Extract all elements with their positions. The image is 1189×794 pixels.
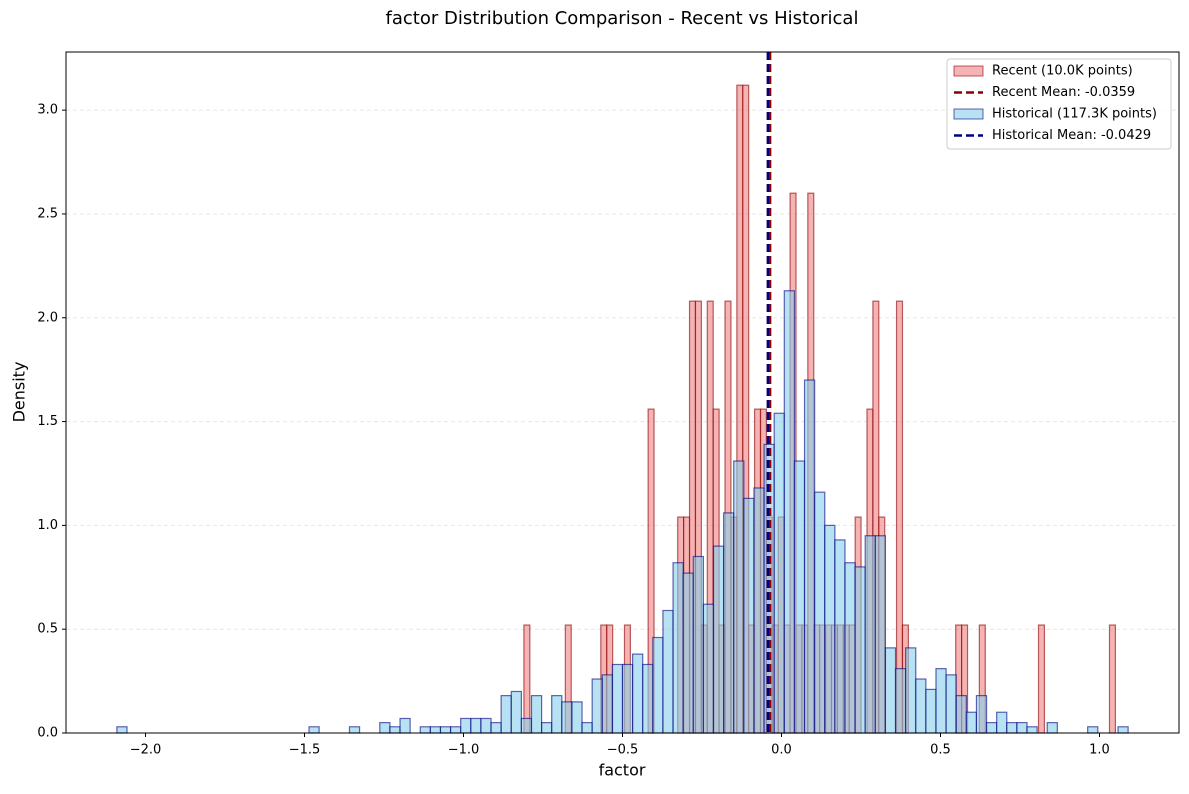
histogram-bar	[561, 701, 573, 734]
histogram-bar	[116, 726, 128, 734]
x-tick-label: 0.0	[771, 743, 792, 758]
histogram-bar	[884, 647, 897, 734]
histogram-bar	[975, 695, 988, 734]
histogram-bar	[905, 647, 917, 734]
histogram-bar	[642, 663, 654, 734]
histogram-bar	[692, 555, 704, 734]
histogram-bar	[662, 609, 674, 734]
histogram-bar	[803, 379, 816, 734]
legend-label: Recent Mean: -0.0359	[992, 85, 1135, 100]
histogram-bar	[712, 545, 725, 734]
histogram-bar	[621, 663, 634, 734]
histogram-bar	[935, 668, 947, 734]
legend-swatch	[953, 108, 984, 120]
histogram-bar	[571, 701, 583, 734]
histogram-bar	[814, 491, 826, 734]
histogram-bar	[470, 717, 482, 734]
histogram-bar	[611, 663, 624, 734]
histogram-bar	[1108, 624, 1117, 734]
histogram-bar	[682, 572, 694, 734]
x-tick-label: 1.0	[1089, 743, 1110, 758]
x-axis-label: factor	[599, 761, 646, 780]
histogram-bar	[520, 717, 533, 734]
histogram-bar	[844, 562, 856, 734]
histogram-bar	[1087, 726, 1099, 734]
histogram-bar	[965, 711, 978, 734]
histogram-bar	[1037, 624, 1046, 734]
histogram-bar	[783, 290, 796, 734]
legend-label: Recent (10.0K points)	[992, 64, 1133, 79]
y-tick-label: 2.0	[37, 310, 58, 325]
histogram-bar	[541, 722, 553, 734]
y-tick-label: 2.5	[37, 206, 58, 221]
legend-swatch	[953, 65, 984, 77]
histogram-bar	[581, 722, 593, 734]
histogram-bar	[753, 487, 765, 734]
legend-box	[946, 58, 1172, 150]
x-tick-label: 0.5	[930, 743, 951, 758]
plot-frame	[65, 51, 1180, 734]
y-tick-label: 1.0	[37, 518, 58, 533]
histogram-bar	[591, 678, 603, 734]
x-tick-label: −1.0	[448, 743, 480, 758]
histogram-bar	[1026, 726, 1038, 734]
histogram-bar	[955, 695, 967, 734]
histogram-bar	[874, 535, 887, 734]
legend-label: Historical Mean: -0.0429	[992, 128, 1151, 143]
histogram-bar	[854, 566, 866, 734]
y-axis-label: Density	[10, 362, 29, 423]
x-tick-label: −0.5	[607, 743, 639, 758]
histogram-bar	[490, 722, 502, 734]
histogram-bar	[672, 562, 684, 734]
histogram-bar	[480, 717, 492, 734]
histogram-bar	[632, 653, 644, 734]
histogram-bar	[743, 497, 755, 734]
histogram-bar	[500, 695, 512, 734]
histogram-bar	[1117, 726, 1129, 734]
histogram-bar	[530, 695, 543, 734]
histogram-bar	[1016, 722, 1028, 734]
histogram-bar	[460, 717, 472, 734]
histogram-bar	[793, 460, 806, 734]
y-tick-label: 0.0	[37, 726, 58, 741]
histogram-bar	[945, 674, 957, 734]
histogram-bar	[773, 412, 785, 734]
histogram-bar	[834, 539, 846, 734]
histogram-bar	[652, 636, 664, 734]
histogram-bar	[925, 688, 937, 734]
histogram-bar	[399, 717, 411, 734]
histogram-bar	[864, 535, 876, 734]
histogram-bar	[723, 512, 735, 734]
histogram-bar	[523, 624, 531, 734]
histogram-bar	[439, 726, 452, 734]
histogram-bar	[601, 674, 613, 734]
legend: Recent (10.0K points) Recent Mean: -0.035…	[946, 58, 1172, 150]
x-tick-label: −2.0	[130, 743, 162, 758]
x-tick-label: −1.5	[289, 743, 321, 758]
y-tick-label: 0.5	[37, 622, 58, 637]
histogram-bar	[389, 726, 401, 734]
histogram-bar	[1046, 722, 1058, 734]
histogram-bar	[894, 668, 907, 734]
histogram-bar	[733, 460, 745, 734]
histogram-bar	[985, 722, 998, 734]
histogram-bar	[379, 722, 391, 734]
legend-label: Historical (117.3K points)	[992, 107, 1157, 122]
histogram-bar	[449, 726, 462, 734]
histogram-bar	[915, 678, 927, 734]
y-tick-label: 3.0	[37, 103, 58, 118]
histogram-bar	[702, 603, 715, 734]
histogram-bar	[429, 726, 442, 734]
histogram-bar	[308, 726, 320, 734]
histogram-bar	[348, 726, 361, 734]
chart-title: factor Distribution Comparison - Recent …	[386, 8, 859, 29]
histogram-bar	[996, 711, 1008, 734]
histogram-bar	[510, 690, 522, 734]
histogram-bar	[551, 695, 563, 734]
histogram-bar	[824, 524, 836, 734]
histogram-bar	[419, 726, 431, 734]
histogram-bar	[1006, 722, 1018, 734]
y-tick-label: 1.5	[37, 414, 58, 429]
